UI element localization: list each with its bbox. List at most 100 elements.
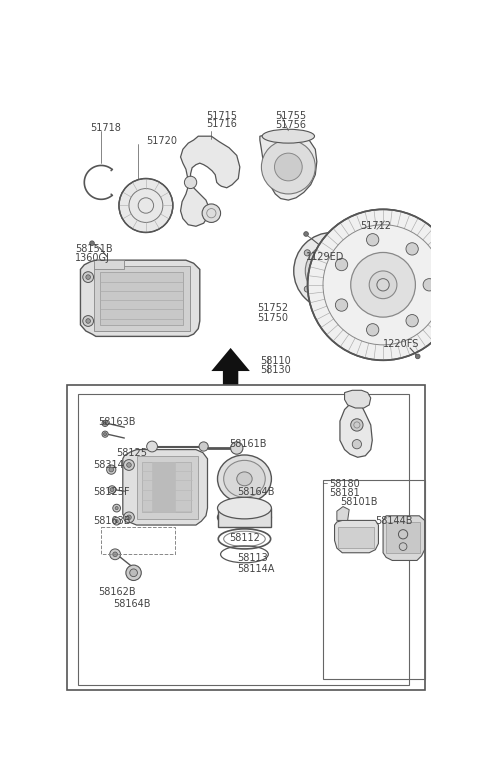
- Bar: [94, 267, 190, 331]
- Text: 58130: 58130: [260, 365, 290, 375]
- Circle shape: [336, 299, 348, 311]
- Polygon shape: [340, 393, 372, 457]
- Text: 58110: 58110: [260, 356, 290, 366]
- Text: 51715: 51715: [206, 111, 237, 120]
- Text: 58151B: 58151B: [75, 244, 113, 254]
- Text: 58144B: 58144B: [375, 516, 413, 526]
- Circle shape: [110, 488, 114, 492]
- Circle shape: [304, 231, 308, 236]
- Circle shape: [199, 442, 208, 451]
- Text: 51756: 51756: [275, 120, 306, 130]
- Circle shape: [123, 512, 134, 522]
- Bar: [323, 480, 425, 679]
- Polygon shape: [337, 507, 349, 520]
- Circle shape: [304, 286, 311, 292]
- Circle shape: [184, 176, 197, 188]
- Circle shape: [113, 504, 120, 512]
- Text: 58125: 58125: [117, 448, 148, 458]
- Text: 58125F: 58125F: [94, 486, 130, 497]
- Circle shape: [113, 518, 120, 525]
- Ellipse shape: [224, 461, 265, 497]
- Text: 51712: 51712: [360, 221, 391, 231]
- Text: 58161B: 58161B: [229, 439, 266, 449]
- Circle shape: [83, 271, 94, 282]
- Circle shape: [339, 239, 345, 245]
- Circle shape: [230, 442, 243, 454]
- Circle shape: [262, 140, 315, 194]
- Bar: [338, 526, 374, 548]
- Circle shape: [360, 268, 366, 274]
- Ellipse shape: [262, 129, 314, 143]
- Text: 58181: 58181: [329, 488, 360, 498]
- Polygon shape: [211, 348, 250, 385]
- Bar: [78, 394, 409, 685]
- Circle shape: [130, 569, 137, 576]
- Circle shape: [351, 253, 415, 317]
- Polygon shape: [383, 516, 425, 561]
- Circle shape: [369, 271, 397, 299]
- Text: 1220FS: 1220FS: [383, 339, 420, 349]
- Text: 58164B: 58164B: [237, 486, 274, 497]
- Bar: [152, 462, 175, 512]
- Text: 58163B: 58163B: [98, 418, 136, 427]
- Polygon shape: [260, 132, 317, 200]
- Circle shape: [102, 420, 108, 426]
- Bar: [100, 272, 183, 325]
- Ellipse shape: [237, 472, 252, 486]
- Circle shape: [107, 465, 116, 474]
- Ellipse shape: [217, 497, 271, 519]
- Text: 1129ED: 1129ED: [306, 252, 345, 262]
- Bar: [386, 522, 420, 553]
- Ellipse shape: [217, 507, 271, 528]
- Circle shape: [423, 278, 435, 291]
- Circle shape: [127, 515, 131, 520]
- Text: 58164B: 58164B: [114, 599, 151, 609]
- Circle shape: [305, 244, 359, 298]
- Circle shape: [104, 421, 107, 425]
- Text: 58113: 58113: [237, 553, 267, 563]
- Circle shape: [406, 242, 418, 255]
- Circle shape: [86, 319, 90, 323]
- Circle shape: [415, 354, 420, 359]
- Circle shape: [119, 178, 173, 232]
- Circle shape: [113, 552, 118, 557]
- Text: 58112: 58112: [229, 533, 260, 543]
- Circle shape: [367, 234, 379, 246]
- Text: 58114A: 58114A: [237, 564, 274, 573]
- Circle shape: [102, 431, 108, 437]
- Circle shape: [351, 419, 363, 431]
- Ellipse shape: [217, 455, 271, 503]
- Circle shape: [115, 507, 118, 510]
- Polygon shape: [180, 136, 240, 226]
- Polygon shape: [335, 520, 378, 553]
- Circle shape: [110, 549, 120, 560]
- Text: 51718: 51718: [90, 123, 121, 133]
- Circle shape: [147, 441, 157, 452]
- Circle shape: [115, 520, 118, 522]
- Circle shape: [126, 565, 141, 580]
- Bar: [94, 260, 124, 270]
- Text: 58162B: 58162B: [98, 586, 136, 597]
- Polygon shape: [81, 260, 200, 336]
- Text: 51752: 51752: [257, 303, 288, 314]
- Circle shape: [109, 468, 114, 472]
- Circle shape: [406, 314, 418, 327]
- Text: 58101B: 58101B: [340, 497, 377, 508]
- Circle shape: [304, 249, 311, 256]
- Bar: [137, 456, 198, 519]
- Circle shape: [83, 316, 94, 326]
- Text: 58163B: 58163B: [94, 516, 131, 526]
- Circle shape: [275, 153, 302, 181]
- Circle shape: [339, 297, 345, 303]
- Text: 58314: 58314: [94, 461, 124, 470]
- Bar: [217, 508, 271, 527]
- Circle shape: [318, 257, 346, 285]
- Circle shape: [90, 241, 94, 246]
- Circle shape: [104, 432, 107, 436]
- Text: 51750: 51750: [257, 314, 288, 323]
- Text: 58180: 58180: [329, 479, 360, 489]
- Circle shape: [108, 486, 116, 493]
- Circle shape: [308, 210, 458, 361]
- Circle shape: [336, 258, 348, 271]
- Text: 51720: 51720: [146, 136, 177, 146]
